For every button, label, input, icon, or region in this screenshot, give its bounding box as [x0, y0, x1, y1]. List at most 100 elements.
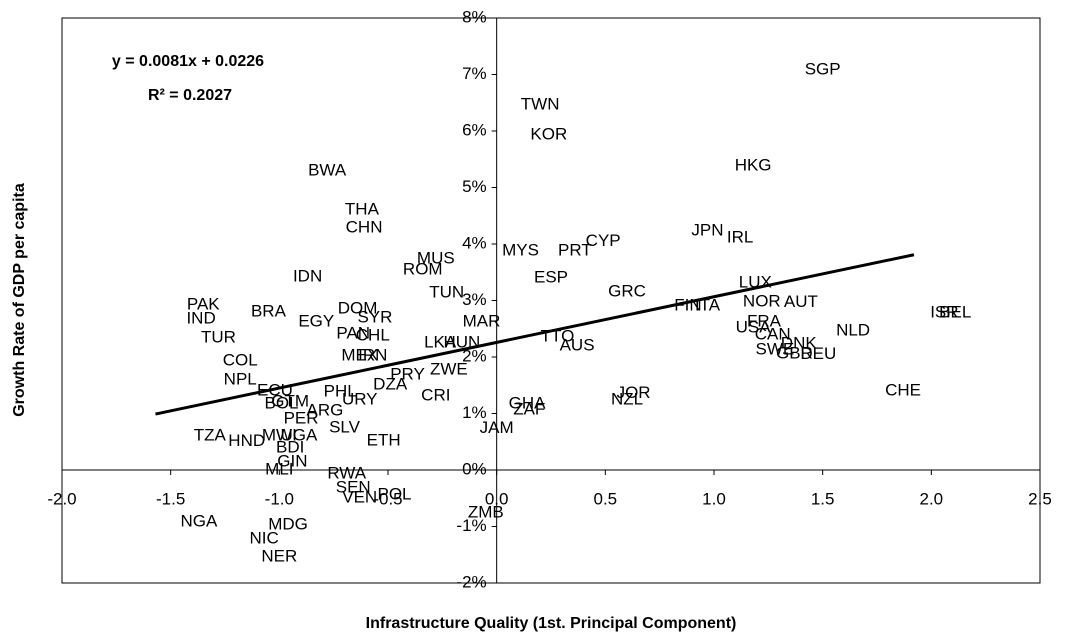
point-label: SLV — [329, 418, 361, 437]
point-label: SEN — [336, 478, 371, 497]
point-label: BEL — [939, 302, 971, 321]
point-label: AUS — [560, 336, 595, 355]
point-label: NPL — [224, 370, 257, 389]
y-tick-label: -2% — [456, 572, 486, 591]
x-tick-label: 0.0 — [485, 489, 509, 508]
point-label: GHA — [509, 393, 547, 412]
point-label: ETH — [367, 431, 401, 450]
y-tick-label: 0% — [462, 459, 487, 478]
x-tick-label: -0.5 — [373, 489, 402, 508]
point-label: NIC — [249, 528, 278, 547]
y-tick-label: 6% — [462, 120, 487, 139]
x-tick-label: 2.5 — [1028, 489, 1052, 508]
trendline — [155, 253, 915, 416]
point-label: ISR — [930, 302, 958, 321]
point-label: IRL — [727, 227, 753, 246]
point-label: PRY — [390, 365, 425, 384]
point-label: PAK — [187, 295, 220, 314]
point-label: SWE — [755, 340, 794, 359]
point-label: IND — [186, 309, 215, 328]
y-tick-label: 7% — [462, 64, 487, 83]
point-label: ROM — [403, 259, 443, 278]
x-tick-label: 1.5 — [811, 489, 835, 508]
point-label: NER — [261, 546, 297, 565]
point-label: JPN — [691, 220, 723, 239]
y-tick-label: 3% — [462, 290, 487, 309]
point-label: FIN — [674, 296, 701, 315]
point-label: THA — [345, 200, 380, 219]
y-tick-label: 4% — [462, 233, 487, 252]
x-tick-label: 0.5 — [594, 489, 618, 508]
y-axis-title: Growth Rate of GDP per capita — [11, 183, 28, 417]
point-label: ITA — [695, 296, 721, 315]
point-label: BDI — [276, 437, 304, 456]
point-label: JAM — [480, 418, 514, 437]
point-label: SYR — [357, 307, 392, 326]
point-label: PER — [284, 409, 319, 428]
point-label: UGA — [280, 426, 318, 445]
point-label: FRA — [747, 311, 782, 330]
x-tick-label: -1.5 — [156, 489, 185, 508]
point-label: HUN — [443, 332, 480, 351]
point-label: GIN — [277, 452, 307, 471]
point-label: CHE — [885, 380, 921, 399]
x-tick-label: 2.0 — [920, 489, 944, 508]
point-label: VEN — [342, 488, 377, 507]
point-label: MYS — [502, 240, 539, 259]
point-label: DOM — [338, 298, 378, 317]
point-label: AUT — [784, 292, 818, 311]
point-label: NOR — [743, 292, 781, 311]
point-label: EGY — [298, 311, 334, 330]
plot-frame — [61, 17, 1041, 584]
point-label: PAN — [336, 323, 370, 342]
point-label: CRI — [421, 385, 450, 404]
point-label: DZA — [373, 375, 408, 394]
point-label: HND — [228, 431, 265, 450]
point-label: USA — [736, 318, 772, 337]
point-label: ESP — [534, 267, 568, 286]
x-tick-label: 1.0 — [702, 489, 726, 508]
point-label: ZWE — [430, 359, 468, 378]
point-label: TWN — [521, 94, 560, 113]
point-label: GTM — [271, 392, 309, 411]
point-label: IDN — [293, 266, 322, 285]
point-label: POL — [378, 484, 412, 503]
point-label: TZA — [194, 426, 227, 445]
point-label: TUR — [201, 327, 236, 346]
point-label: IRN — [358, 345, 387, 364]
point-label: MAR — [463, 311, 501, 330]
point-label: CYP — [586, 231, 621, 250]
point-label: DEU — [800, 344, 836, 363]
r-squared: R² = 0.2027 — [148, 87, 232, 104]
equation: y = 0.0081x + 0.0226 — [112, 53, 264, 70]
point-label: MLI — [265, 459, 293, 478]
point-label: MDG — [268, 514, 308, 533]
point-label: CAN — [755, 324, 791, 343]
point-label: URY — [342, 389, 378, 408]
point-label: BWA — [308, 161, 347, 180]
point-label: ARG — [307, 401, 344, 420]
point-label: BRA — [251, 301, 287, 320]
y-tick-label: 2% — [462, 346, 487, 365]
y-tick-label: 5% — [462, 177, 487, 196]
point-label: SGP — [805, 59, 841, 78]
point-label: HKG — [735, 156, 772, 175]
y-tick-label: 8% — [462, 7, 487, 26]
point-label: CHL — [356, 326, 390, 345]
point-label: GRC — [608, 282, 646, 301]
x-tick-label: -2.0 — [47, 489, 76, 508]
point-label: MWI — [262, 426, 297, 445]
point-label: NGA — [180, 511, 218, 530]
point-label: LKA — [424, 332, 457, 351]
point-label: TUN — [429, 283, 464, 302]
point-label: CHN — [346, 218, 383, 237]
point-label: LUX — [739, 272, 772, 291]
x-axis-title: Infrastructure Quality (1st. Principal C… — [366, 615, 737, 632]
point-label: NLD — [836, 320, 870, 339]
point-label: ZAF — [513, 400, 545, 419]
point-label: NZL — [611, 389, 643, 408]
point-label: PHL — [324, 382, 357, 401]
x-tick-label: -1.0 — [265, 489, 294, 508]
point-label: COL — [223, 350, 258, 369]
